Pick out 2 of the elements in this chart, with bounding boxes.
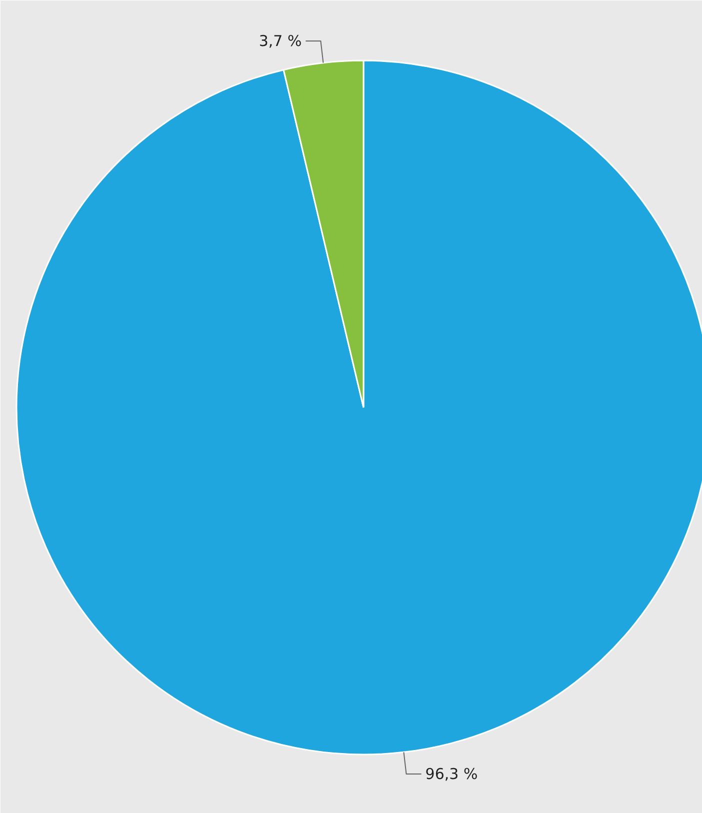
data-label: 3,7 % [258,32,302,50]
data-label: 96,3 % [425,765,478,784]
